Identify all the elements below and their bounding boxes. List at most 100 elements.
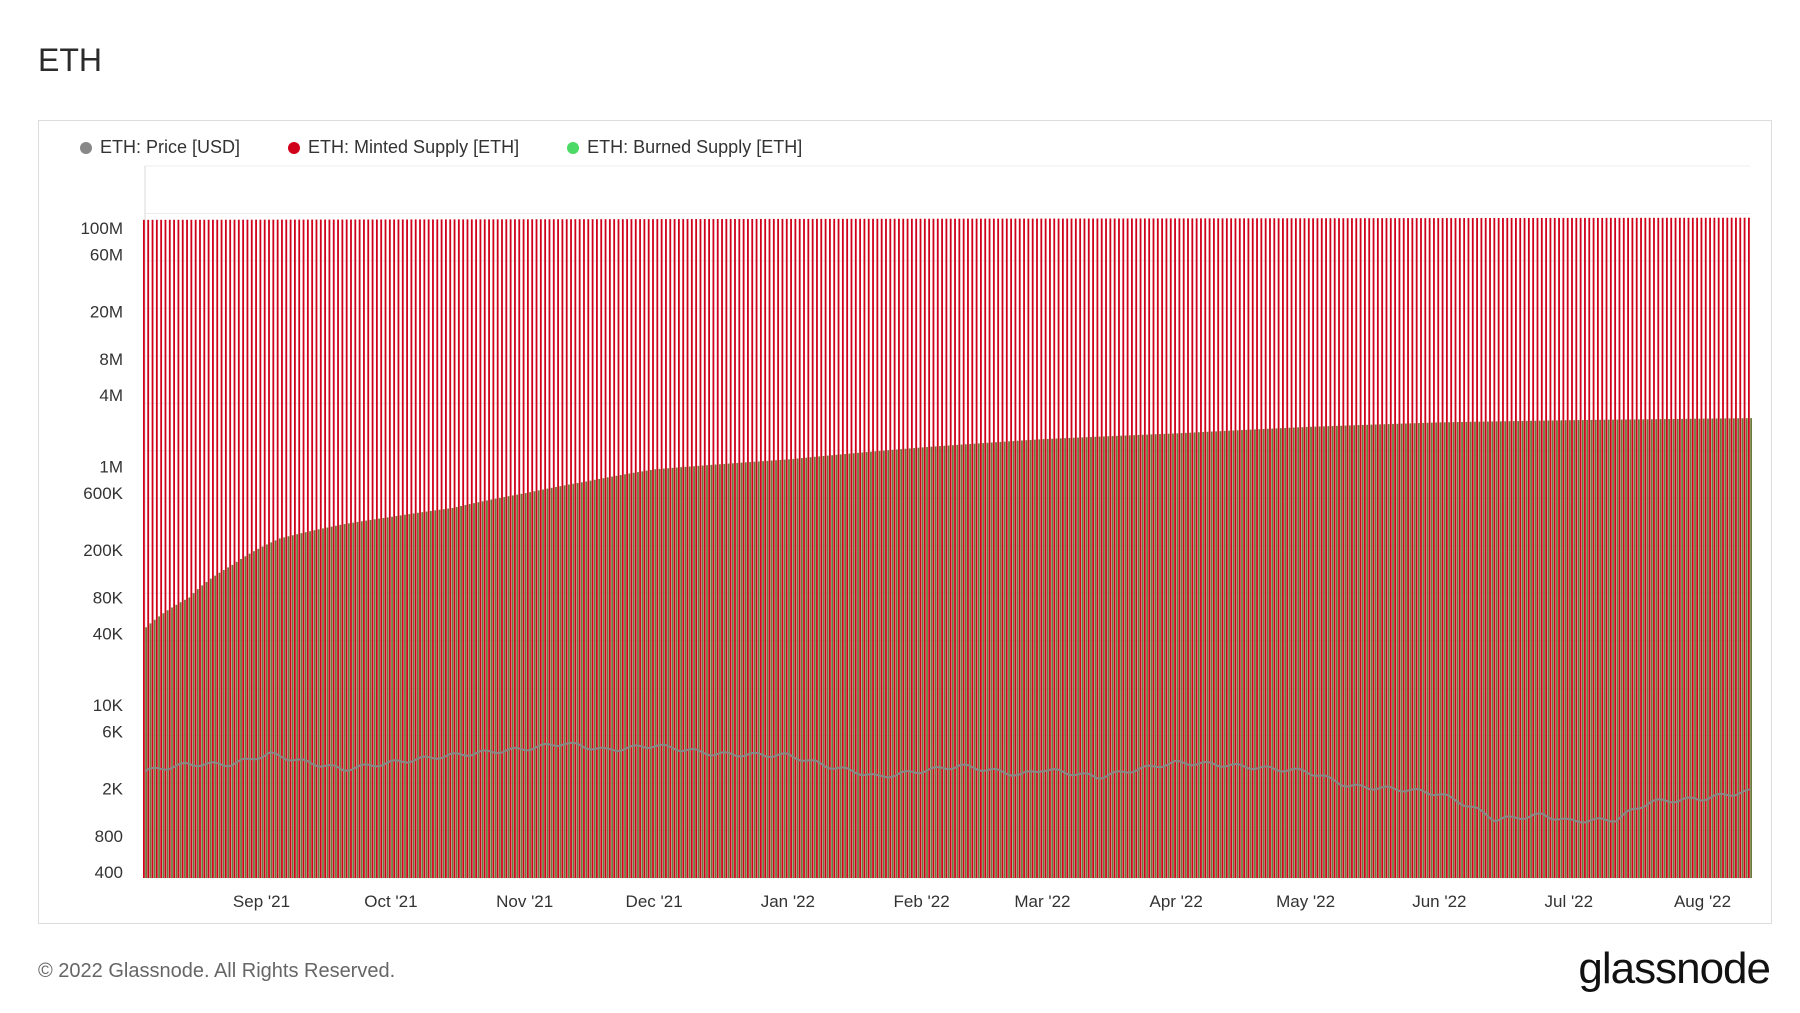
minted-bar (1722, 217, 1724, 878)
burned-bar (1543, 420, 1545, 878)
x-tick-label: Jul '22 (1544, 892, 1593, 911)
burned-bar (1461, 421, 1463, 878)
minted-bar (544, 219, 547, 879)
burned-bar (990, 442, 993, 878)
burned-bar (1474, 421, 1476, 878)
minted-bar (1584, 217, 1586, 878)
burned-bar (684, 466, 687, 878)
minted-bar (1640, 217, 1642, 879)
burned-bar (455, 506, 458, 878)
minted-bar (626, 219, 629, 878)
burned-bar (1154, 434, 1157, 878)
burned-bar (1707, 418, 1709, 878)
minted-bar (475, 219, 478, 878)
minted-bar (250, 219, 253, 878)
burned-bar (913, 448, 915, 878)
burned-bar (421, 512, 424, 878)
minted-bar (1445, 218, 1448, 879)
burned-bar (1318, 426, 1321, 878)
brand-logo[interactable]: glassnode (1578, 944, 1771, 993)
minted-bar (716, 218, 719, 878)
x-tick-label: Sep '21 (233, 892, 290, 911)
minted-bar (988, 218, 991, 879)
burned-bar (1072, 437, 1075, 878)
burned-bar (1051, 438, 1054, 878)
minted-bar (837, 218, 840, 879)
burned-bar (1551, 420, 1554, 878)
x-tick-label: Oct '21 (364, 892, 417, 911)
burned-bar (429, 510, 432, 878)
burned-bar (727, 463, 730, 878)
minted-bar (432, 219, 434, 879)
burned-bar (563, 485, 566, 878)
minted-bar (1312, 218, 1315, 878)
minted-bar (1670, 217, 1673, 878)
minted-bar (1014, 218, 1017, 878)
minted-bar (1010, 218, 1013, 879)
minted-bar (682, 219, 685, 878)
minted-bar (142, 219, 145, 879)
burned-bar (1525, 420, 1528, 878)
legend-item-price[interactable]: ETH: Price [USD] (80, 137, 240, 158)
minted-bar (1402, 218, 1405, 878)
minted-bar (738, 218, 741, 879)
minted-bar (742, 218, 745, 878)
legend-item-minted[interactable]: ETH: Minted Supply [ETH] (288, 137, 519, 158)
minted-bar (1018, 218, 1021, 879)
burned-bar (1003, 441, 1006, 878)
burned-bar (844, 453, 846, 878)
burned-bar (775, 460, 777, 878)
burned-bar (412, 513, 415, 878)
legend-dot-burned (567, 141, 580, 154)
burned-bar (1405, 423, 1407, 878)
burned-bar (1146, 434, 1148, 878)
burned-bar (973, 443, 976, 878)
burned-bar (1249, 429, 1252, 878)
burned-bar (287, 536, 290, 878)
minted-bar (1079, 218, 1082, 878)
burned-bar (1556, 420, 1558, 878)
minted-bar (539, 219, 542, 879)
minted-bar (509, 219, 512, 878)
y-tick-label: 40K (93, 624, 124, 643)
minted-bar (440, 219, 443, 878)
burned-bar (214, 575, 217, 878)
minted-bar (363, 219, 365, 878)
burned-bar (1197, 432, 1200, 878)
minted-bar (1152, 218, 1155, 878)
burned-bar (1223, 430, 1226, 878)
burned-bar (736, 462, 739, 878)
legend-item-burned[interactable]: ETH: Burned Supply [ETH] (567, 137, 802, 158)
burned-bar (1422, 422, 1425, 878)
minted-bar (1506, 217, 1509, 879)
burned-bar (697, 465, 700, 878)
minted-bar (496, 219, 499, 878)
burned-bar (1672, 418, 1675, 878)
minted-bar (751, 218, 754, 878)
x-tick-label: Apr '22 (1149, 892, 1202, 911)
minted-bar (1204, 218, 1207, 878)
burned-bar (511, 495, 514, 878)
minted-bar (1596, 217, 1599, 878)
minted-bar (1484, 218, 1487, 878)
burned-bar (1417, 423, 1420, 878)
burned-bar (593, 479, 596, 878)
minted-bar (876, 218, 879, 878)
minted-bar (1036, 218, 1038, 878)
burned-bar (218, 572, 221, 878)
minted-bar (1264, 218, 1267, 878)
minted-bar (1165, 218, 1168, 878)
burned-bar (1176, 433, 1179, 878)
minted-bar (958, 218, 961, 879)
burned-bar (1750, 418, 1753, 878)
x-tick-label: Nov '21 (496, 892, 553, 911)
burned-bar (1564, 420, 1567, 878)
burned-bar (917, 447, 920, 878)
burned-bar (231, 564, 234, 878)
minted-bar (665, 219, 667, 878)
burned-bar (1663, 419, 1666, 878)
burned-bar (382, 517, 385, 878)
burned-bar (606, 477, 609, 878)
minted-bar (311, 219, 314, 878)
burned-bar (1728, 418, 1731, 878)
